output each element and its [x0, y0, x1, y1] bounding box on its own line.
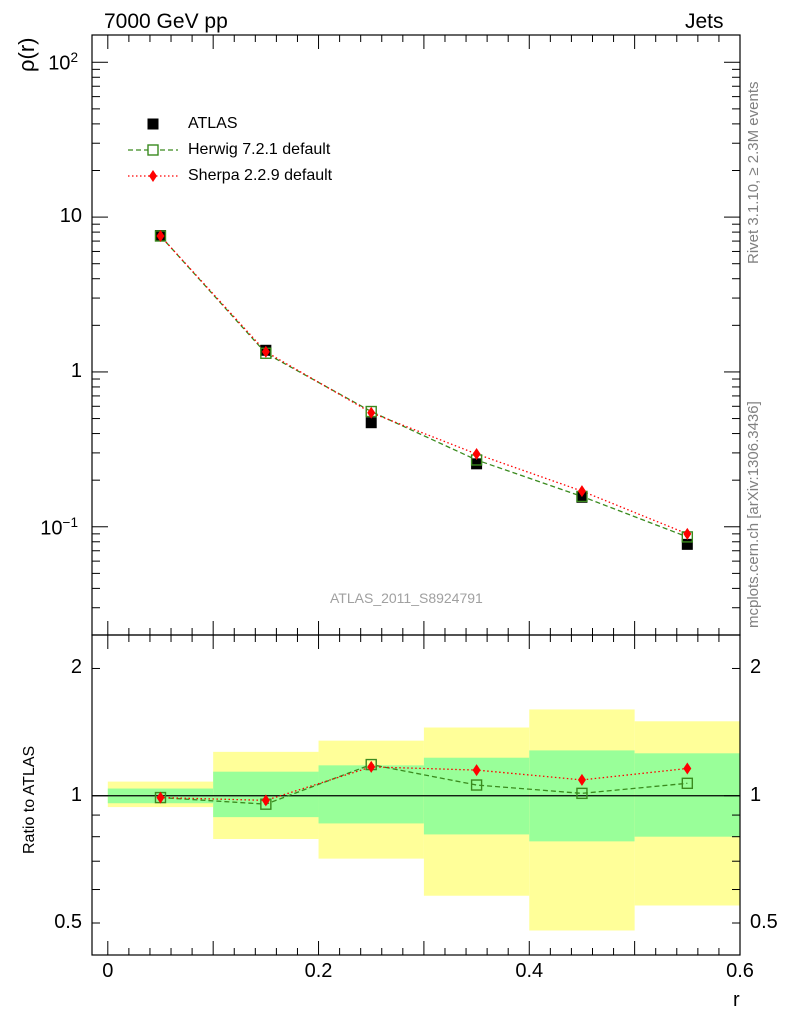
sherpa-ratio-point — [156, 791, 165, 804]
y-tick-label: 0.5 — [54, 910, 82, 933]
y-tick-label: 1 — [70, 359, 82, 382]
legend — [128, 118, 178, 182]
sherpa-ratio-point — [261, 794, 270, 807]
rivet-label: Rivet 3.1.10, ≥ 2.3M events — [745, 81, 762, 265]
sherpa-point — [156, 229, 165, 242]
legend-label-atlas: ATLAS — [188, 115, 238, 132]
herwig-ratio-line — [160, 763, 688, 805]
sherpa-point — [472, 448, 481, 461]
sherpa-point — [577, 485, 586, 498]
observable-label: Jets — [685, 10, 724, 33]
sherpa-point — [367, 406, 376, 419]
herwig-ratio-point — [576, 787, 588, 800]
herwig-ratio-point — [470, 779, 483, 791]
ratio-frame — [91, 634, 741, 956]
uncertainty-band-inner — [318, 765, 424, 824]
x-tick-label: 0.6 — [726, 960, 754, 982]
atlas-point — [681, 538, 693, 550]
legend-marker-sherpa — [149, 170, 157, 182]
density-plot — [91, 34, 741, 636]
y-tick-label: 1 — [70, 783, 82, 806]
atlas-point — [576, 491, 588, 503]
x-tick-label: 0 — [102, 960, 114, 982]
sherpa-line — [160, 235, 688, 535]
sherpa-ratio-point — [577, 773, 586, 786]
legend-marker-herwig — [147, 144, 159, 156]
herwig-line — [160, 235, 688, 538]
ratio-plot — [91, 634, 741, 956]
process-label: 7000 GeV pp — [104, 10, 228, 33]
sherpa-ratio-line — [160, 766, 688, 802]
sherpa-ratio-point — [472, 764, 481, 777]
y-tick-label: 10−1 — [40, 514, 78, 540]
y-tick-label-right: 0.5 — [750, 910, 778, 933]
herwig-ratio-point — [681, 777, 694, 790]
x-tick-label: 0.2 — [304, 960, 333, 982]
legend-label-herwig: Herwig 7.2.1 default — [188, 141, 331, 158]
sherpa-point — [261, 345, 270, 358]
atlas-point — [471, 458, 483, 470]
bottom-ylabel: Ratio to ATLAS — [21, 745, 38, 854]
atlas-point — [365, 417, 377, 429]
y-tick-label-right: 1 — [750, 783, 762, 806]
sherpa-point — [683, 527, 692, 540]
y-tick-label: 10 — [59, 205, 82, 228]
x-tick-label: 0.4 — [515, 960, 544, 982]
x-axis-label: r — [733, 989, 740, 1011]
y-tick-label-right: 2 — [750, 656, 762, 679]
mcplots-label: mcplots.cern.ch [arXiv:1306.3436] — [745, 401, 762, 628]
analysis-watermark: ATLAS_2011_S8924791 — [330, 590, 483, 606]
legend-marker-atlas — [147, 118, 159, 130]
y-tick-label: 2 — [70, 656, 82, 679]
top-ylabel: ρ(r) — [14, 37, 39, 73]
sherpa-ratio-point — [367, 760, 376, 773]
legend-label-sherpa: Sherpa 2.2.9 default — [188, 167, 333, 184]
sherpa-ratio-point — [683, 762, 692, 775]
y-tick-label: 102 — [48, 50, 78, 75]
